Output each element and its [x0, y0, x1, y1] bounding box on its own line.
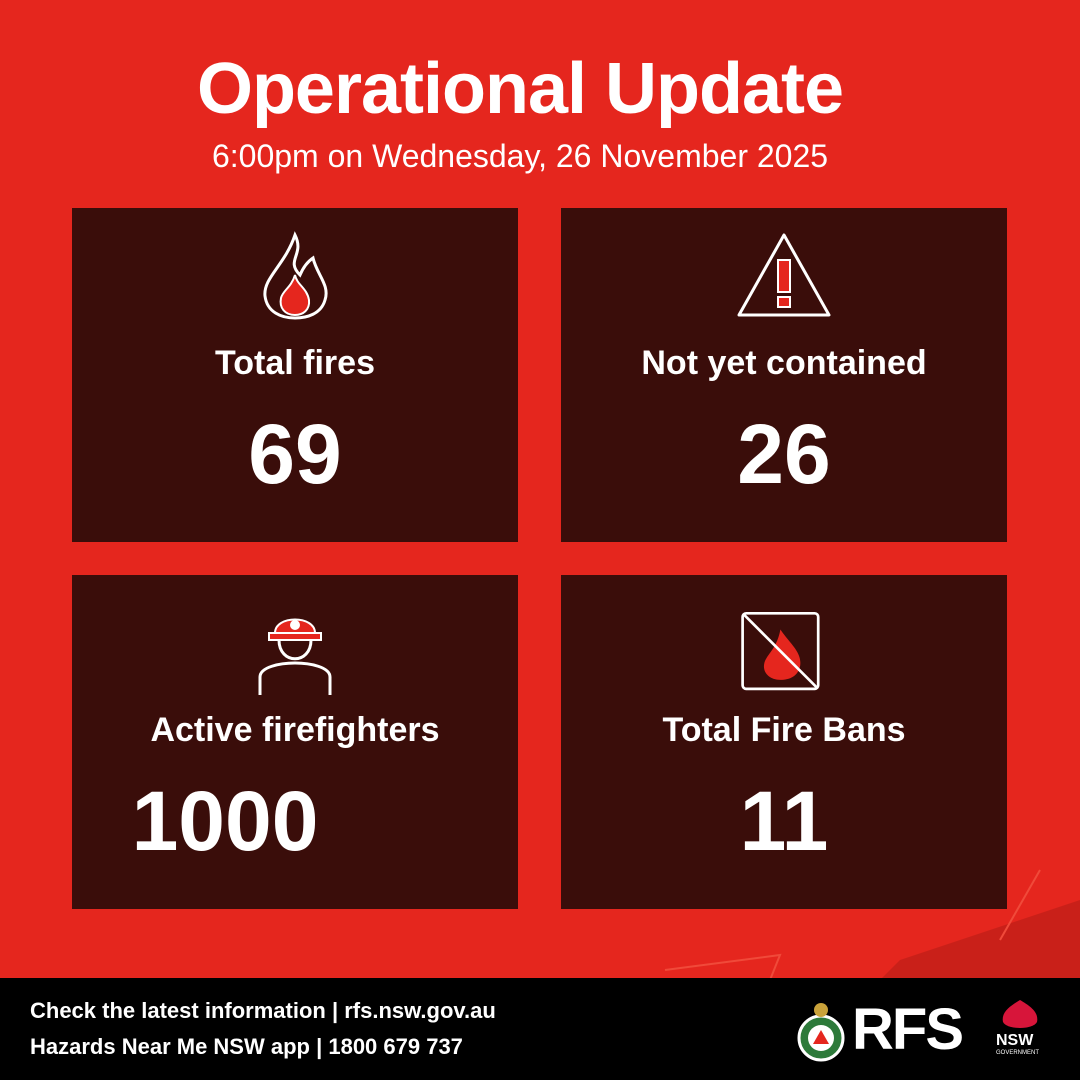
- no-fire-icon: [741, 611, 820, 691]
- stat-not-yet-contained: Not yet contained 26: [561, 208, 1007, 542]
- footer-contact-line: Hazards Near Me NSW app | 1800 679 737: [30, 1034, 463, 1059]
- firefighter-icon: [258, 618, 332, 695]
- stat-value: 1000: [131, 774, 319, 868]
- warning-triangle-icon: [737, 233, 831, 317]
- stat-active-firefighters: Active firefighters 1000: [72, 575, 518, 909]
- rfs-crest-logo: [797, 1003, 845, 1062]
- footer-info-line: Check the latest information | rfs.nsw.g…: [30, 998, 496, 1023]
- waratah-icon: [1002, 1000, 1038, 1028]
- stat-label: Total Fire Bans: [662, 711, 906, 749]
- stat-label: Total fires: [215, 344, 375, 382]
- footer: Check the latest information | rfs.nsw.g…: [0, 978, 1080, 1080]
- stat-value: 11: [739, 774, 829, 868]
- rfs-logo: RFS: [852, 997, 964, 1062]
- stat-label: Not yet contained: [641, 344, 927, 382]
- stat-value: 69: [248, 407, 342, 501]
- nsw-logo: NSW: [996, 1032, 1034, 1049]
- stat-total-fires: Total fires 69: [72, 208, 518, 542]
- background-decoration: [664, 869, 1080, 980]
- stat-total-fire-bans: Total Fire Bans 11: [561, 575, 1007, 909]
- stat-value: 26: [737, 407, 831, 501]
- flame-icon: [263, 231, 328, 320]
- stat-label: Active firefighters: [150, 711, 440, 749]
- page-subtitle: 6:00pm on Wednesday, 26 November 2025: [211, 138, 829, 174]
- nsw-logo-sub: GOVERNMENT: [996, 1050, 1040, 1056]
- page-title: Operational Update: [196, 49, 844, 129]
